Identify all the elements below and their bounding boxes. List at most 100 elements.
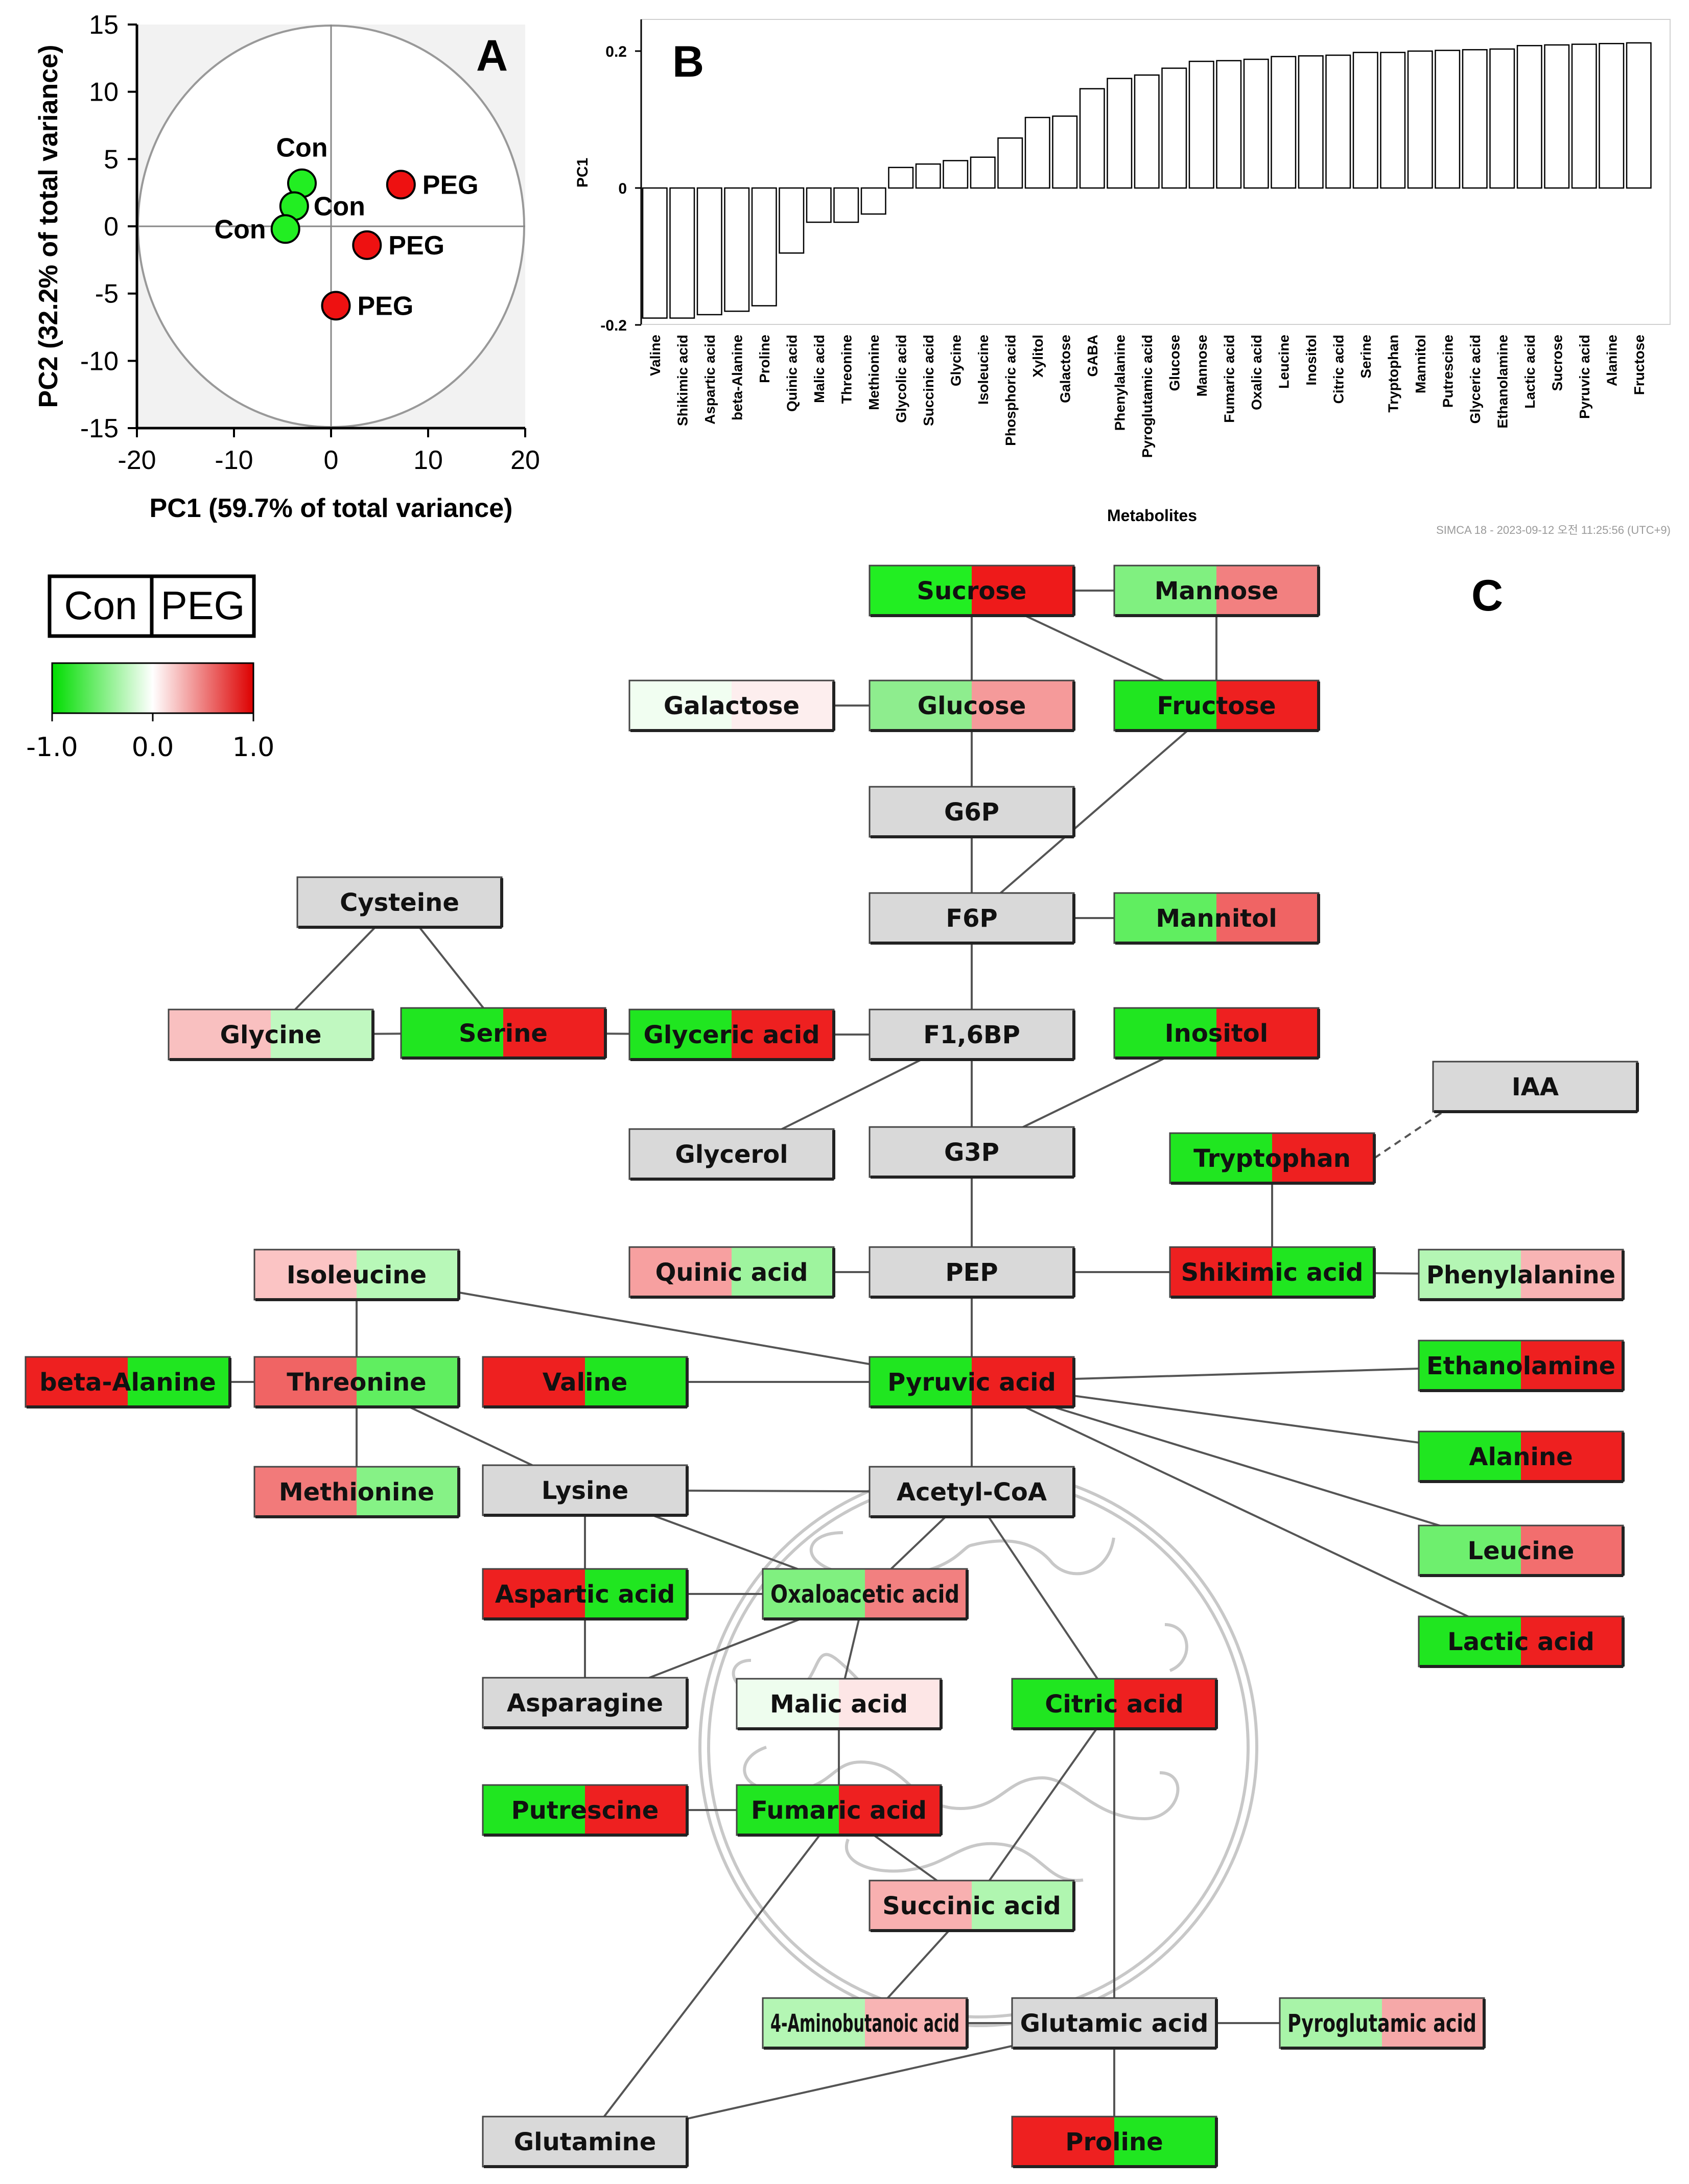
node-con-half: [1419, 1616, 1521, 1666]
node-glycerol: Glycerol: [628, 1128, 835, 1181]
node-aspartic-acid: Aspartic acid: [482, 1568, 689, 1621]
node-peg-half: [972, 566, 1074, 616]
loading-bar: [1243, 58, 1269, 189]
node-peg-half: [1521, 1341, 1623, 1391]
node-label: Glycerol: [675, 1140, 788, 1169]
y-tick-label: 0: [618, 180, 627, 197]
node-con-half: [870, 680, 972, 731]
node-fill: [1433, 1062, 1637, 1112]
node-g3p: G3P: [869, 1126, 1075, 1179]
score-point-label: PEG: [423, 170, 479, 200]
node-pep: PEP: [869, 1246, 1075, 1299]
y-tick-label: 15: [89, 10, 119, 40]
category-label: Shikimic acid: [674, 335, 690, 426]
loading-bar: [751, 187, 777, 307]
category-label: Citric acid: [1330, 335, 1346, 404]
node-cysteine: Cysteine: [296, 876, 503, 929]
y-tick-label: -15: [80, 414, 119, 443]
node-fill: [870, 893, 1074, 943]
node-con-half: [1012, 2117, 1114, 2167]
category-label: Malic acid: [811, 335, 827, 403]
y-tick-label: 0.2: [605, 43, 627, 60]
node-label: Tryptophan: [1193, 1144, 1351, 1173]
node-con-half: [870, 1881, 972, 1931]
node-label: Methionine: [279, 1478, 434, 1507]
node-label: Isoleucine: [287, 1261, 427, 1289]
node-fill: [483, 2117, 687, 2167]
loading-bar: [1325, 54, 1351, 189]
score-point-con: [270, 214, 300, 244]
legend-peg-box: [150, 574, 256, 638]
node-label: Lactic acid: [1447, 1628, 1594, 1656]
mitochondrion-outline: [698, 1467, 1258, 2027]
node-label: Shikimic acid: [1181, 1258, 1364, 1287]
node-label: Sucrose: [917, 577, 1027, 605]
node-con-half: [169, 1009, 271, 1060]
node-pyruvic-acid: Pyruvic acid: [869, 1356, 1075, 1408]
node-peg-half: [585, 1357, 687, 1407]
category-label: Inositol: [1303, 335, 1319, 386]
node-label: Glutamine: [514, 2128, 656, 2156]
software-footer: SIMCA 18 - 2023-09-12 오전 11:25:56 (UTC+9…: [1436, 524, 1671, 536]
node-peg-half: [732, 1247, 834, 1297]
node-label: beta-Alanine: [39, 1368, 216, 1397]
category-label: Glycolic acid: [893, 335, 909, 423]
node-galactose: Galactose: [628, 679, 835, 732]
node-label: Alanine: [1469, 1443, 1573, 1471]
node-peg-half: [1272, 1133, 1374, 1183]
node-label: Quinic acid: [655, 1258, 808, 1287]
node-label: Proline: [1065, 2128, 1163, 2156]
node-label: Aspartic acid: [495, 1580, 675, 1609]
loading-bar: [1216, 60, 1242, 189]
node-label: Phenylalanine: [1426, 1261, 1615, 1289]
node-label: Malic acid: [770, 1690, 908, 1719]
pathway-edge: [971, 704, 1217, 919]
node-con-half: [1419, 1341, 1521, 1391]
node-con-half: [870, 1357, 972, 1407]
node-con-half: [1114, 566, 1216, 616]
node-fill: [1012, 1998, 1216, 2048]
node-methionine: Methionine: [253, 1466, 460, 1518]
node-con-half: [483, 1569, 585, 1619]
node-peg-half: [1521, 1431, 1623, 1482]
node-peg-half: [357, 1250, 459, 1300]
loading-bar: [1188, 60, 1214, 189]
loading-bar: [1079, 88, 1105, 189]
node-con-half: [1114, 893, 1216, 943]
node-oxaloacetic-acid: Oxaloacetic acid: [762, 1568, 969, 1621]
loading-bar: [1435, 50, 1461, 189]
node-peg-half: [585, 1569, 687, 1619]
node-peg-half: [271, 1009, 373, 1060]
pathway-edge-dashed: [1373, 1111, 1444, 1159]
category-label: Isoleucine: [975, 335, 991, 405]
x-axis-title: Metabolites: [1107, 506, 1197, 525]
node-glucose: Glucose: [869, 679, 1075, 732]
category-label: Oxalic acid: [1249, 335, 1264, 410]
scale-min-label: -1.0: [26, 732, 78, 763]
category-label: Glyceric acid: [1467, 335, 1483, 424]
y-tick-label: 0: [104, 212, 119, 242]
node-shikimic-acid: Shikimic acid: [1169, 1246, 1376, 1299]
loading-bar: [806, 187, 832, 223]
node-peg-half: [839, 1679, 941, 1729]
node-peg-half: [972, 1881, 1074, 1931]
y-tick-label: 5: [104, 145, 119, 174]
node-acetyl-coa: Acetyl-CoA: [869, 1466, 1075, 1518]
node-beta-alanine: beta-Alanine: [25, 1356, 231, 1408]
loading-bar: [860, 187, 886, 215]
node-ethanolamine: Ethanolamine: [1418, 1340, 1625, 1392]
score-point-label: Con: [276, 133, 327, 163]
node-label: Serine: [459, 1019, 548, 1048]
node-label: Succinic acid: [882, 1892, 1061, 1920]
node-con-half: [1419, 1431, 1521, 1482]
pathway-edge: [971, 1703, 1115, 1907]
node-quinic-acid: Quinic acid: [628, 1246, 835, 1299]
category-label: Threonine: [838, 335, 854, 404]
node-label: IAA: [1512, 1073, 1559, 1101]
node-label: Oxaloacetic acid: [770, 1580, 959, 1609]
node-iaa: IAA: [1432, 1061, 1639, 1113]
node-con-half: [254, 1357, 357, 1407]
node-con-half: [1280, 1998, 1382, 2048]
node-inositol: Inositol: [1113, 1007, 1320, 1060]
node-fill: [629, 1129, 834, 1179]
